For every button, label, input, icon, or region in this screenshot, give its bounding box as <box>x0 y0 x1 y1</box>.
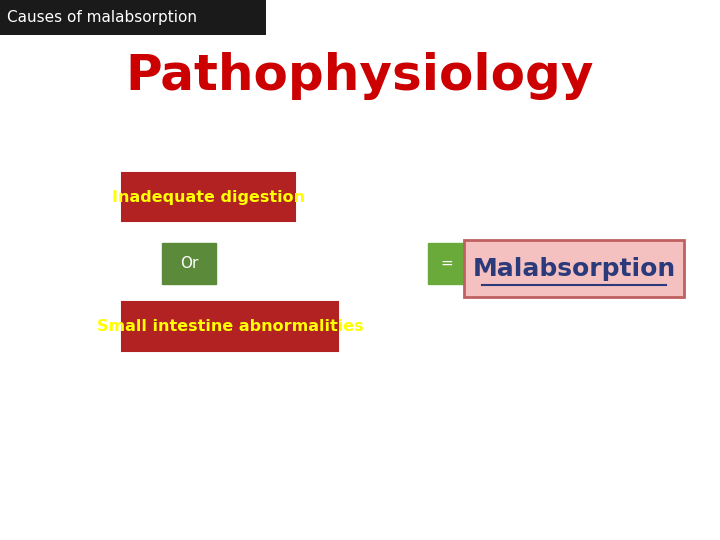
FancyBboxPatch shape <box>0 0 266 35</box>
Text: Or: Or <box>180 256 198 271</box>
FancyBboxPatch shape <box>122 173 295 221</box>
Text: =: = <box>440 256 453 271</box>
Text: Causes of malabsorption: Causes of malabsorption <box>7 10 197 25</box>
Text: Small intestine abnormalities: Small intestine abnormalities <box>97 319 364 334</box>
Text: Malabsorption: Malabsorption <box>472 256 676 281</box>
FancyBboxPatch shape <box>122 302 338 351</box>
FancyBboxPatch shape <box>464 240 684 297</box>
FancyBboxPatch shape <box>162 243 216 284</box>
Text: Pathophysiology: Pathophysiology <box>126 52 594 99</box>
Text: Inadequate digestion: Inadequate digestion <box>112 190 305 205</box>
FancyBboxPatch shape <box>428 243 464 284</box>
